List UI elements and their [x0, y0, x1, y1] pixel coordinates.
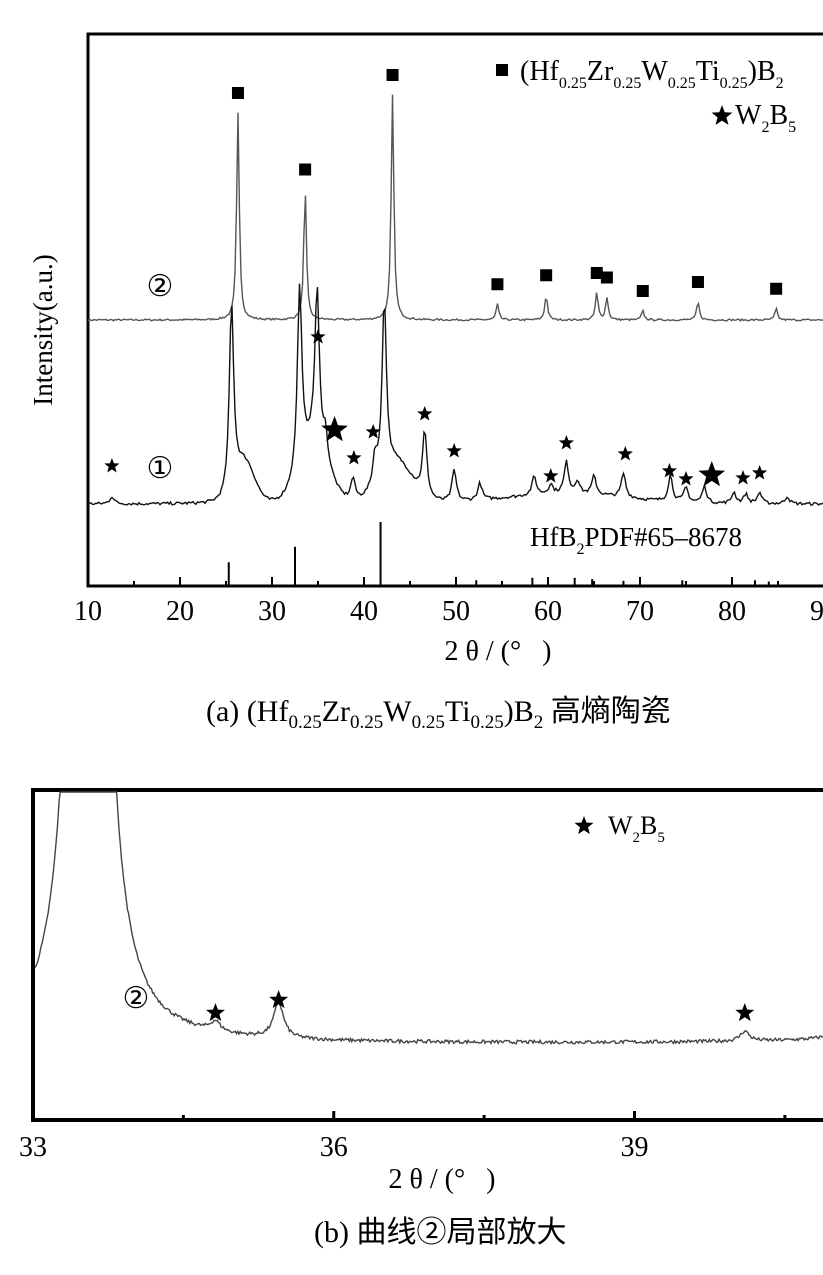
panel-b-frame — [31, 788, 823, 1122]
panel-a-curve-2 — [87, 94, 823, 322]
curve-label-1: ① — [147, 451, 174, 486]
legend-entry-w2b5-b: W2B5 — [608, 811, 665, 846]
panel-a-legend: (Hf0.25Zr0.25W0.25Ti0.25)B2 W2B5 — [496, 56, 796, 136]
star-marker — [735, 1003, 755, 1022]
panel-b-curve-2 — [34, 791, 823, 1046]
star-marker — [321, 416, 348, 442]
square-marker — [231, 87, 244, 99]
legend-entry-hea: (Hf0.25Zr0.25W0.25Ti0.25)B2 — [520, 56, 784, 92]
x-tick-label: 30 — [258, 596, 286, 627]
x-tick-label: 39 — [621, 1132, 649, 1163]
panel-b: 33363942 2 θ / (° ) ② W2B5 — [19, 788, 823, 1195]
square-marker — [770, 282, 783, 295]
square-marker — [491, 278, 504, 291]
legend-star-marker-b — [574, 816, 594, 835]
x-tick-label: 70 — [626, 596, 654, 627]
panel-a-square-markers — [231, 69, 783, 297]
star-marker — [735, 470, 751, 485]
x-tick-label: 33 — [19, 1132, 47, 1163]
caption-b: (b) 曲线②局部放大 — [314, 1216, 567, 1249]
star-marker — [365, 424, 381, 439]
star-marker — [678, 471, 694, 486]
x-tick-label: 10 — [74, 596, 102, 627]
panel-a-reference-lines — [227, 522, 770, 586]
x-tick-label: 60 — [534, 596, 562, 627]
star-marker — [205, 1003, 225, 1022]
star-marker — [446, 443, 462, 458]
x-tick-label: 40 — [350, 596, 378, 627]
legend-square-marker — [496, 64, 508, 76]
legend-entry-w2b5: W2B5 — [735, 100, 796, 136]
star-marker — [617, 446, 633, 461]
star-marker — [417, 406, 433, 421]
x-tick-label: 50 — [442, 596, 470, 627]
square-marker — [386, 69, 399, 81]
x-tick-label: 20 — [166, 596, 194, 627]
panel-b-legend: W2B5 — [574, 811, 665, 846]
panel-a-curve-1 — [87, 283, 823, 506]
x-tick-label: 90 — [810, 596, 823, 627]
panel-b-star-markers — [205, 990, 755, 1022]
star-marker — [752, 465, 768, 480]
square-marker — [691, 276, 704, 288]
panel-a-x-label: 2 θ / (° ) — [444, 636, 551, 667]
panel-a-star-markers — [104, 329, 768, 487]
star-marker — [310, 329, 326, 344]
square-marker — [299, 163, 312, 176]
star-marker — [104, 458, 120, 473]
star-icon — [711, 105, 733, 125]
square-marker — [590, 267, 603, 279]
x-tick-label: 36 — [320, 1132, 348, 1163]
curve-label-2: ② — [147, 269, 174, 304]
legend-star-marker — [711, 105, 733, 125]
star-marker — [661, 463, 677, 478]
panel-a-frame — [86, 32, 823, 588]
star-marker — [558, 435, 574, 450]
star-marker — [698, 461, 726, 487]
reference-label: HfB2PDF#65–8678 — [530, 522, 742, 558]
star-marker — [269, 990, 289, 1009]
panel-a-y-label: Intensity(a.u.) — [28, 254, 58, 405]
curve-label-2-b: ② — [123, 981, 150, 1016]
panel-a: 10 20 30 40 50 60 70 80 90 Intensity(a.u.) 2 θ /… — [28, 32, 823, 667]
square-marker — [636, 285, 649, 297]
star-marker — [346, 450, 362, 465]
x-tick-label: 80 — [718, 596, 746, 627]
caption-a: (a) (Hf0.25Zr0.25W0.25Ti0.25)B2 高熵陶瓷 — [206, 695, 671, 733]
panel-a-x-ticks: 10 20 30 40 50 60 70 80 90 — [74, 577, 823, 627]
square-marker — [600, 271, 613, 284]
square-marker — [540, 269, 553, 282]
star-marker — [543, 468, 559, 483]
panel-b-x-ticks: 33363942 — [19, 1111, 787, 1163]
star-icon — [574, 816, 594, 835]
panel-b-x-label: 2 θ / (° ) — [388, 1164, 495, 1195]
